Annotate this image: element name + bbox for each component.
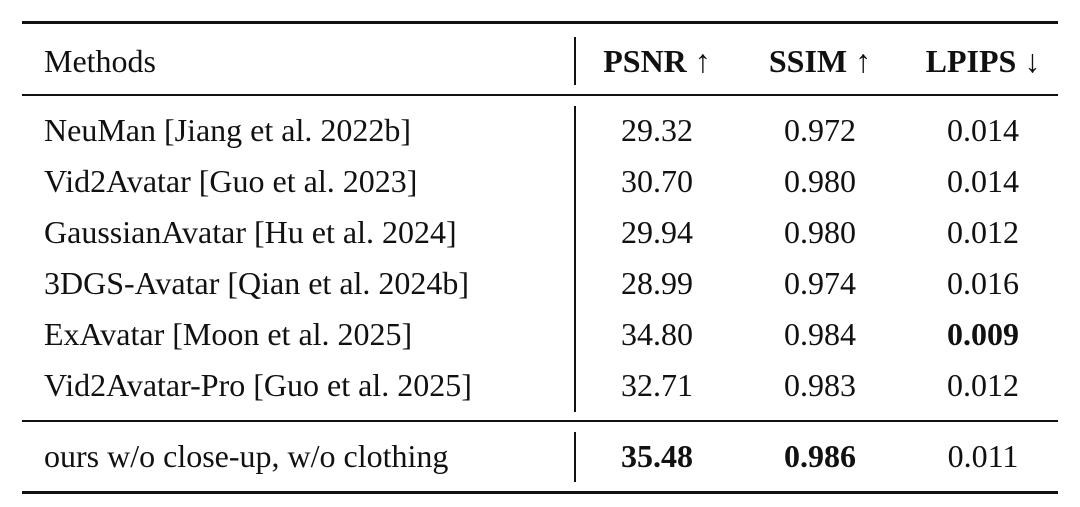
method-value: 34.80	[621, 316, 693, 352]
column-divider	[574, 106, 576, 412]
ours-label: ours w/o close-up, w/o clothing	[44, 438, 449, 474]
method-value: 0.984	[784, 316, 856, 352]
method-value: 28.99	[621, 265, 693, 301]
column-divider	[574, 432, 576, 482]
bottom-rule	[22, 491, 1058, 494]
header-value: LPIPS ↓	[925, 43, 1041, 79]
method-value: 0.974	[784, 265, 856, 301]
column-divider	[574, 37, 576, 85]
method-value: 0.014	[947, 112, 1019, 148]
header-label: Methods	[44, 43, 156, 79]
method-label: Vid2Avatar [Guo et al. 2023]	[44, 163, 418, 199]
method-value: 0.009	[947, 316, 1019, 352]
method-value: 0.012	[947, 367, 1019, 403]
method-value: 0.014	[947, 163, 1019, 199]
method-value: 0.983	[784, 367, 856, 403]
ours-value: 0.011	[947, 438, 1019, 474]
ours-value: 0.986	[784, 438, 856, 474]
method-value: 29.94	[621, 214, 693, 250]
mid-rule	[22, 420, 1058, 422]
method-label: 3DGS-Avatar [Qian et al. 2024b]	[44, 265, 470, 301]
method-label: Vid2Avatar-Pro [Guo et al. 2025]	[44, 367, 472, 403]
method-value: 32.71	[621, 367, 693, 403]
method-value: 0.980	[784, 163, 856, 199]
top-rule	[22, 21, 1058, 24]
method-value: 0.972	[784, 112, 856, 148]
header-value: PSNR ↑	[603, 43, 711, 79]
method-label: ExAvatar [Moon et al. 2025]	[44, 316, 413, 352]
method-value: 29.32	[621, 112, 693, 148]
method-label: GaussianAvatar [Hu et al. 2024]	[44, 214, 457, 250]
ours-value: 35.48	[621, 438, 693, 474]
method-value: 0.016	[947, 265, 1019, 301]
method-value: 0.980	[784, 214, 856, 250]
method-value: 0.012	[947, 214, 1019, 250]
header-rule	[22, 94, 1058, 96]
header-value: SSIM ↑	[768, 43, 872, 79]
method-label: NeuMan [Jiang et al. 2022b]	[44, 112, 412, 148]
method-value: 30.70	[621, 163, 693, 199]
